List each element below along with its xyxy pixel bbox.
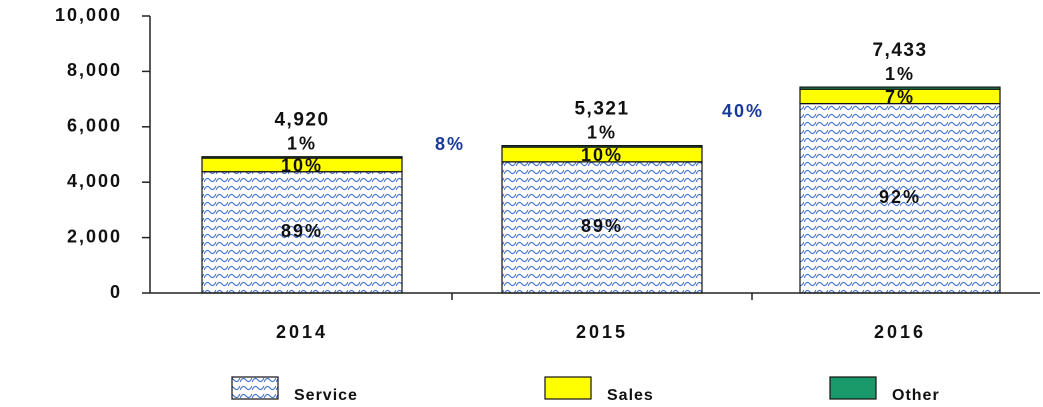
bar-segment bbox=[501, 145, 703, 148]
bar-segment bbox=[501, 161, 703, 294]
bar-segment bbox=[799, 86, 1001, 90]
annotation: 40% bbox=[722, 101, 764, 121]
total-label: 5,321 bbox=[574, 99, 629, 120]
x-tick-label: 2015 bbox=[576, 322, 628, 342]
value-label: 7% bbox=[885, 87, 915, 107]
x-tick-label: 2016 bbox=[874, 322, 926, 342]
legend-swatch bbox=[544, 376, 592, 400]
total-label: 7,433 bbox=[872, 40, 927, 61]
annotation: 8% bbox=[435, 134, 465, 154]
value-label: 10% bbox=[581, 145, 623, 165]
value-label: 1% bbox=[587, 122, 617, 142]
x-tick-label: 2014 bbox=[276, 322, 328, 342]
y-tick-label: 8,000 bbox=[67, 60, 122, 80]
value-label: 89% bbox=[281, 221, 323, 241]
value-label: 10% bbox=[281, 156, 323, 176]
value-label: 1% bbox=[287, 133, 317, 153]
legend-label: Service bbox=[294, 387, 358, 404]
y-tick-label: 6,000 bbox=[67, 116, 122, 136]
bar-segment bbox=[201, 156, 403, 159]
y-tick-label: 0 bbox=[110, 282, 122, 302]
y-tick-label: 10,000 bbox=[55, 5, 122, 25]
value-label: 1% bbox=[885, 64, 915, 84]
value-label: 89% bbox=[581, 216, 623, 236]
value-label: 92% bbox=[879, 187, 921, 207]
y-tick-label: 2,000 bbox=[67, 226, 122, 246]
legend-swatch bbox=[231, 376, 279, 400]
legend-label: Sales bbox=[607, 387, 654, 404]
legend-swatch bbox=[829, 376, 877, 400]
y-tick-label: 4,000 bbox=[67, 171, 122, 191]
total-label: 4,920 bbox=[274, 110, 329, 131]
legend-label: Other bbox=[892, 387, 940, 404]
